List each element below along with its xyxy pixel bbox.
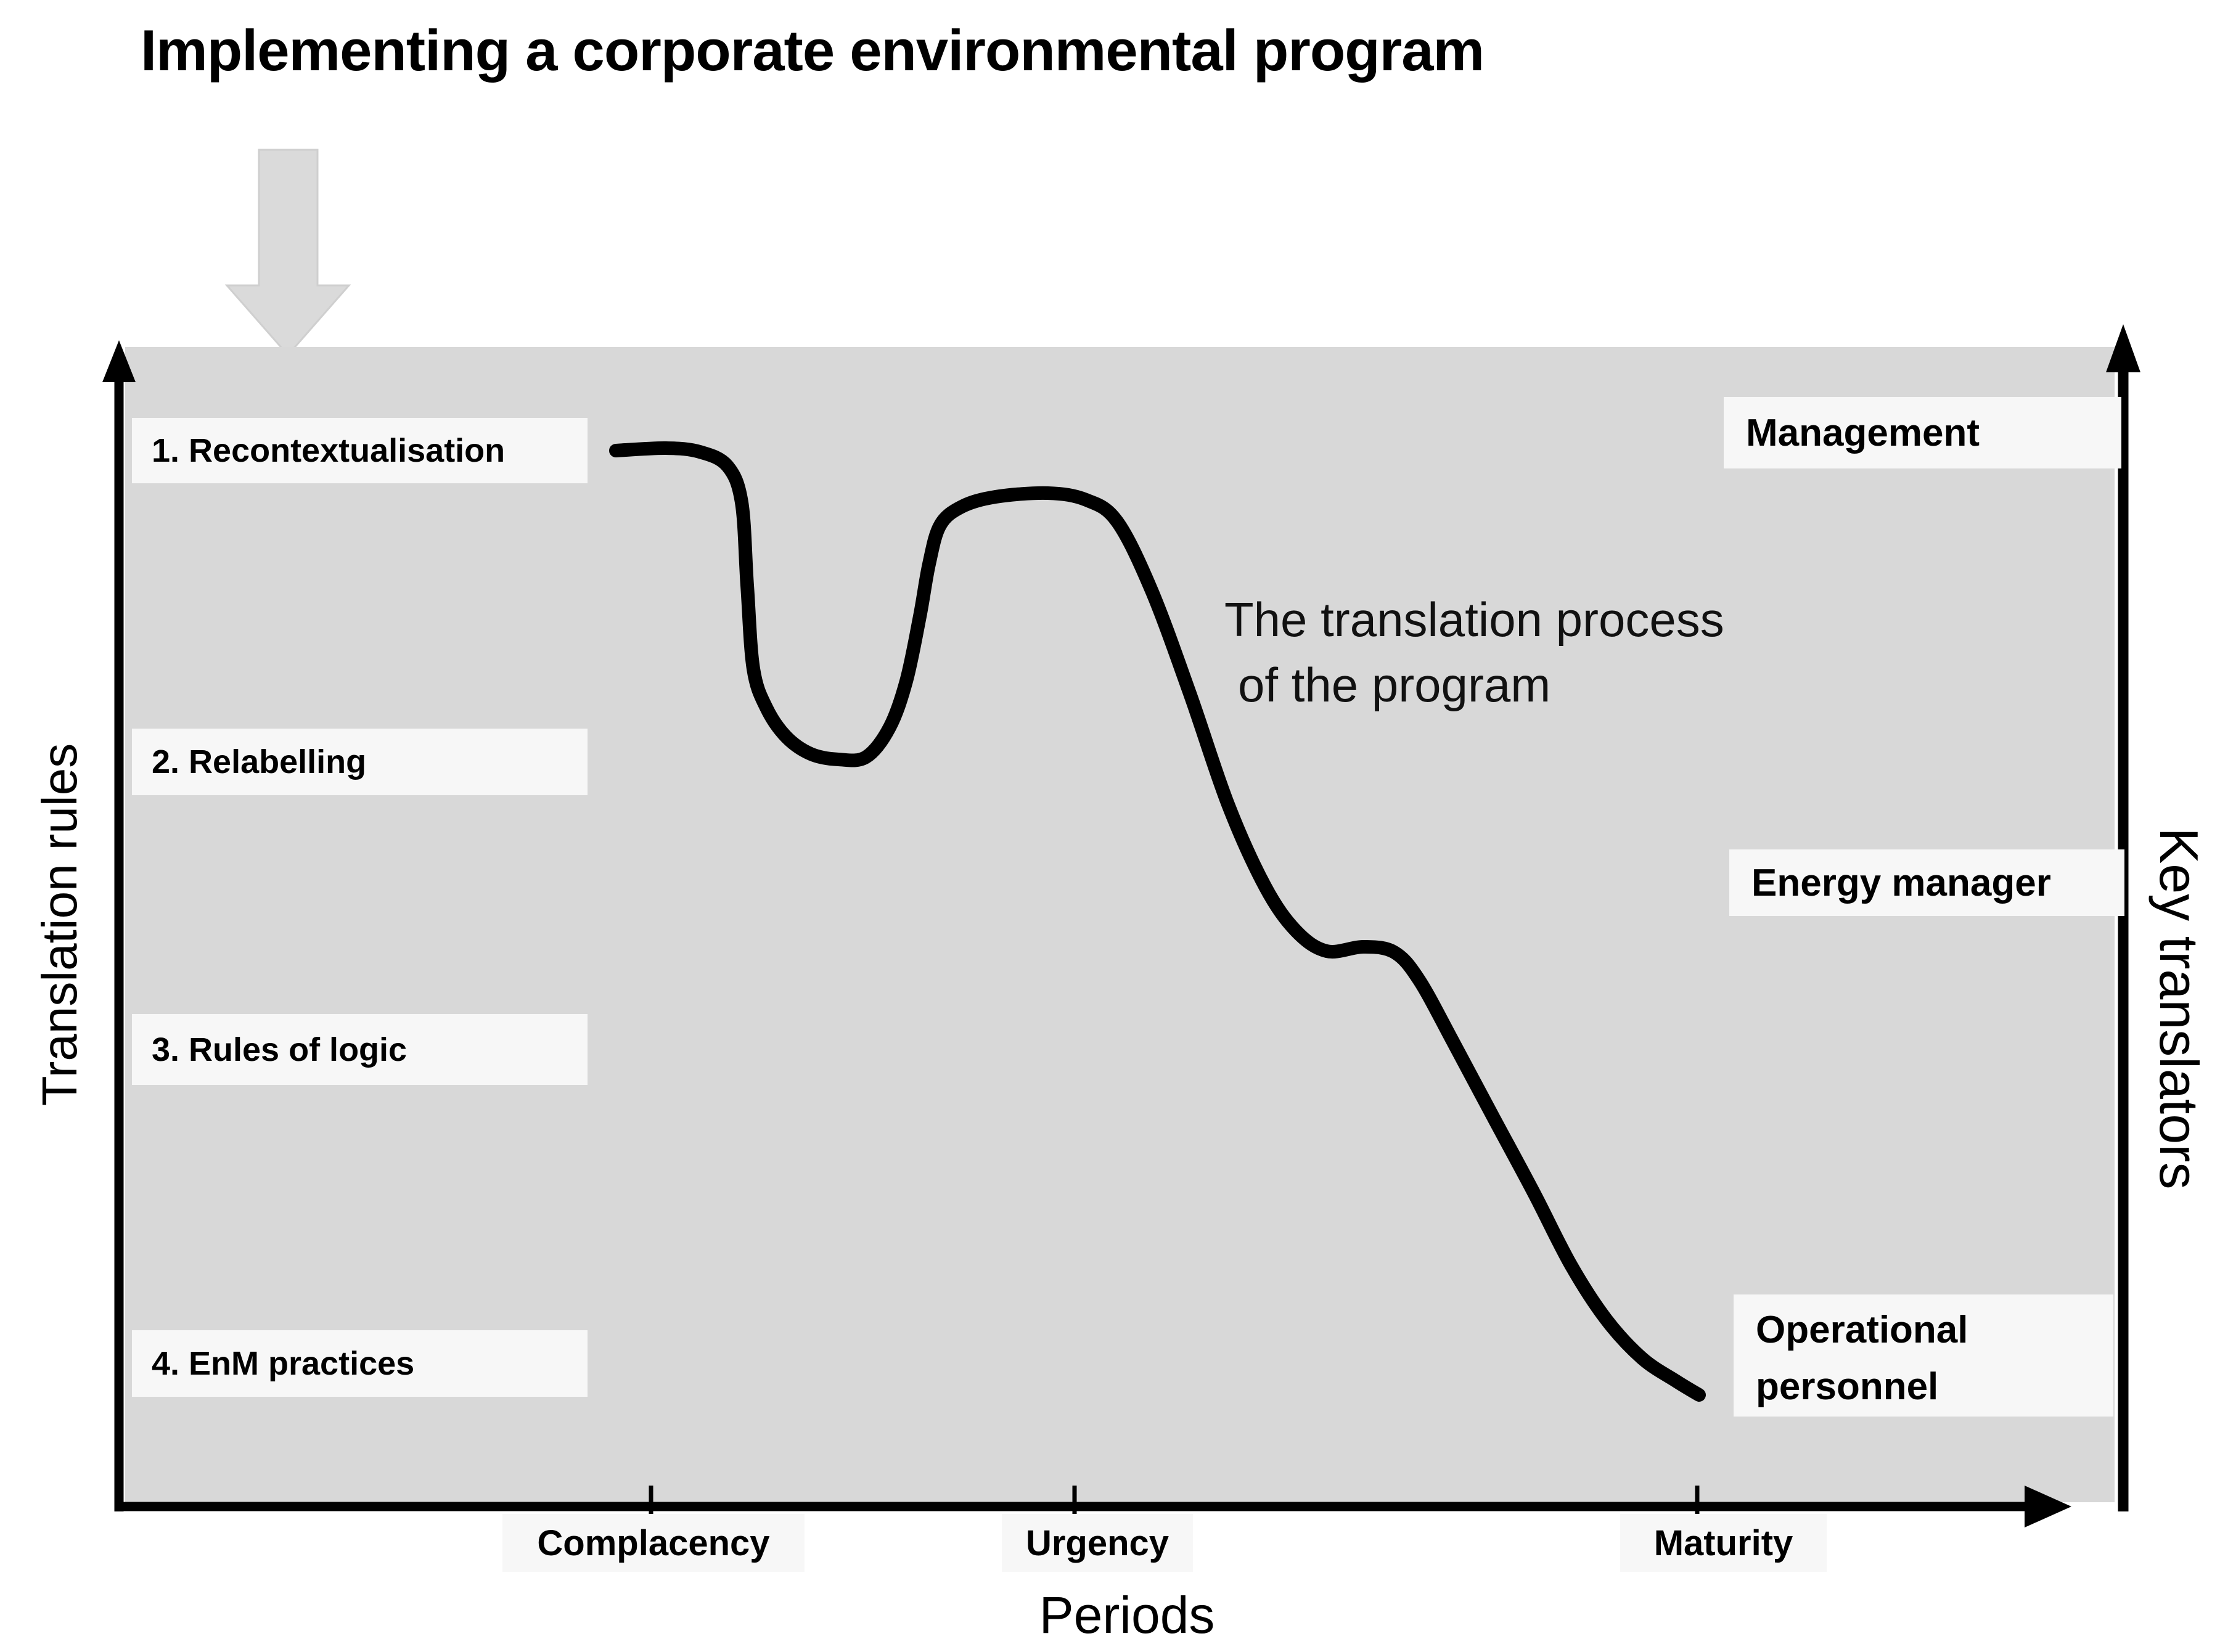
figure-title: Implementing a corporate environmental p…	[141, 18, 1485, 83]
label-energy-manager: Energy manager	[1729, 849, 2124, 916]
curve-annotation-line1: The translation process	[1224, 592, 1724, 647]
x-axis-arrowhead-icon	[2025, 1486, 2071, 1527]
label-management: Management	[1724, 397, 2121, 468]
label-relabelling: 2. Relabelling	[132, 729, 588, 795]
y-axis-left-arrowhead-icon	[102, 340, 136, 382]
tick-label-urgency: Urgency	[1002, 1514, 1193, 1572]
y-axis-left-title: Translation rules	[32, 743, 87, 1106]
label-enm-practices: 4. EnM practices	[132, 1330, 588, 1397]
label-recontextualisation: 1. Recontextualisation	[132, 418, 588, 483]
label-operational-personnel: Operational personnel	[1734, 1294, 2113, 1417]
translation-process-curve	[609, 441, 1706, 1402]
tick-label-maturity: Maturity	[1620, 1514, 1827, 1572]
label-rules-of-logic: 3. Rules of logic	[132, 1014, 588, 1085]
x-axis-title: Periods	[1039, 1586, 1215, 1644]
curve-annotation: The translation process of the program	[1224, 587, 1724, 718]
y-axis-right-title: Key translators	[2148, 827, 2210, 1190]
tick-label-complacency: Complacency	[502, 1514, 805, 1572]
curve-annotation-line2: of the program	[1238, 658, 1551, 712]
y-axis-right-arrowhead-icon	[2106, 324, 2140, 372]
big-down-arrow-icon	[224, 149, 351, 357]
